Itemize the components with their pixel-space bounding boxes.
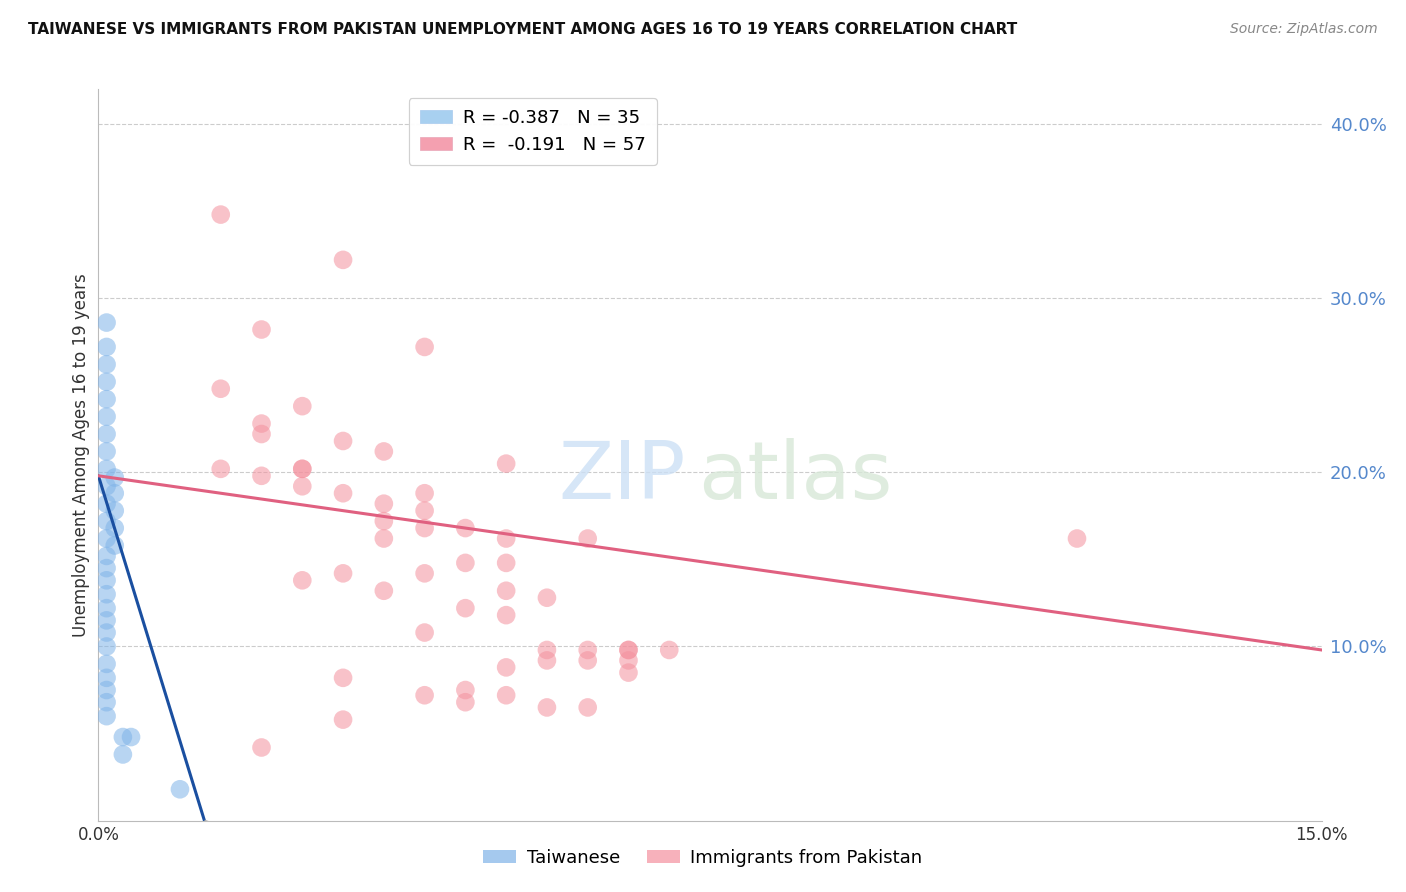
Point	[120, 730, 142, 744]
Point	[96, 392, 118, 407]
Point	[413, 566, 436, 581]
Point	[454, 521, 477, 535]
Point	[96, 316, 118, 330]
Point	[454, 683, 477, 698]
Point	[291, 399, 314, 413]
Point	[291, 479, 314, 493]
Text: Source: ZipAtlas.com: Source: ZipAtlas.com	[1230, 22, 1378, 37]
Point	[1066, 532, 1088, 546]
Legend: R = -0.387   N = 35, R =  -0.191   N = 57: R = -0.387 N = 35, R = -0.191 N = 57	[409, 98, 657, 165]
Text: ZIP: ZIP	[558, 438, 686, 516]
Point	[104, 503, 127, 517]
Point	[332, 486, 354, 500]
Point	[576, 643, 599, 657]
Point	[291, 462, 314, 476]
Point	[332, 713, 354, 727]
Point	[617, 643, 640, 657]
Point	[291, 462, 314, 476]
Point	[332, 566, 354, 581]
Point	[454, 695, 477, 709]
Point	[413, 340, 436, 354]
Point	[96, 709, 118, 723]
Point	[332, 434, 354, 448]
Point	[104, 486, 127, 500]
Point	[332, 671, 354, 685]
Point	[373, 532, 395, 546]
Point	[96, 462, 118, 476]
Point	[250, 740, 273, 755]
Point	[250, 417, 273, 431]
Point	[169, 782, 191, 797]
Point	[373, 444, 395, 458]
Point	[96, 340, 118, 354]
Point	[576, 653, 599, 667]
Point	[454, 601, 477, 615]
Point	[536, 700, 558, 714]
Point	[96, 409, 118, 424]
Point	[111, 747, 134, 762]
Point	[96, 357, 118, 371]
Point	[617, 653, 640, 667]
Point	[495, 457, 517, 471]
Point	[96, 587, 118, 601]
Point	[495, 608, 517, 623]
Point	[96, 671, 118, 685]
Point	[536, 653, 558, 667]
Point	[617, 665, 640, 680]
Point	[209, 382, 232, 396]
Point	[413, 521, 436, 535]
Point	[495, 532, 517, 546]
Point	[104, 470, 127, 484]
Point	[96, 497, 118, 511]
Legend: Taiwanese, Immigrants from Pakistan: Taiwanese, Immigrants from Pakistan	[477, 842, 929, 874]
Text: TAIWANESE VS IMMIGRANTS FROM PAKISTAN UNEMPLOYMENT AMONG AGES 16 TO 19 YEARS COR: TAIWANESE VS IMMIGRANTS FROM PAKISTAN UN…	[28, 22, 1018, 37]
Point	[495, 660, 517, 674]
Point	[495, 583, 517, 598]
Point	[373, 497, 395, 511]
Point	[104, 539, 127, 553]
Point	[536, 643, 558, 657]
Point	[96, 549, 118, 563]
Point	[96, 479, 118, 493]
Point	[373, 514, 395, 528]
Point	[96, 695, 118, 709]
Point	[96, 613, 118, 627]
Point	[576, 532, 599, 546]
Point	[104, 521, 127, 535]
Point	[96, 514, 118, 528]
Point	[96, 375, 118, 389]
Point	[413, 625, 436, 640]
Point	[96, 532, 118, 546]
Point	[332, 252, 354, 267]
Point	[96, 561, 118, 575]
Point	[291, 574, 314, 588]
Point	[413, 688, 436, 702]
Point	[96, 601, 118, 615]
Point	[576, 700, 599, 714]
Point	[373, 583, 395, 598]
Point	[250, 468, 273, 483]
Point	[658, 643, 681, 657]
Point	[96, 444, 118, 458]
Point	[617, 643, 640, 657]
Point	[413, 503, 436, 517]
Point	[96, 427, 118, 442]
Point	[454, 556, 477, 570]
Point	[209, 462, 232, 476]
Text: atlas: atlas	[697, 438, 893, 516]
Point	[495, 556, 517, 570]
Point	[250, 427, 273, 442]
Point	[209, 208, 232, 222]
Point	[495, 688, 517, 702]
Point	[96, 625, 118, 640]
Point	[250, 322, 273, 336]
Point	[413, 486, 436, 500]
Point	[96, 574, 118, 588]
Point	[96, 657, 118, 671]
Point	[111, 730, 134, 744]
Y-axis label: Unemployment Among Ages 16 to 19 years: Unemployment Among Ages 16 to 19 years	[72, 273, 90, 637]
Point	[96, 683, 118, 698]
Point	[96, 640, 118, 654]
Point	[536, 591, 558, 605]
